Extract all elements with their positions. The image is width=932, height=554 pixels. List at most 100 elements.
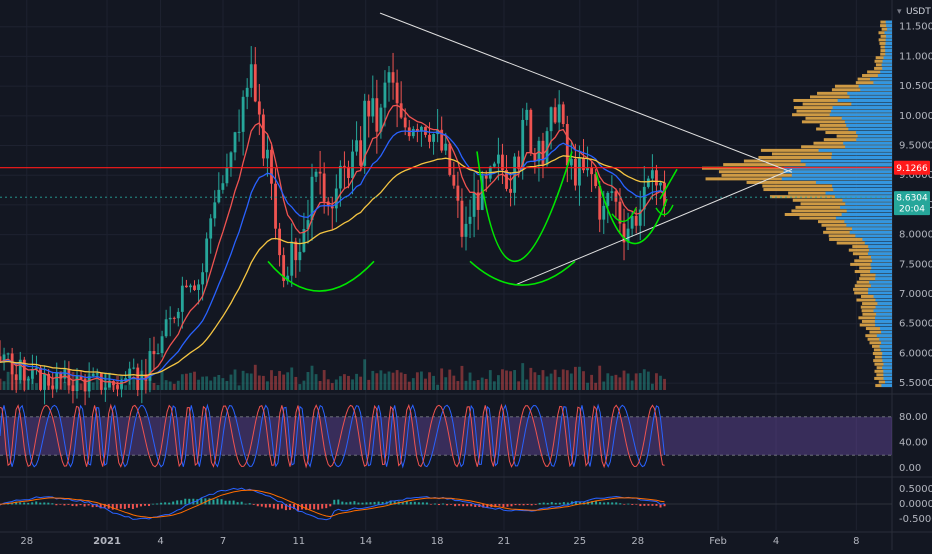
volume-profile-bar [860, 88, 892, 92]
macd-histogram-bar [373, 501, 376, 505]
candle-body [10, 353, 14, 375]
currency-dropdown-icon[interactable]: ▾ [897, 7, 902, 17]
candle-body [598, 186, 602, 220]
pattern-arc [655, 204, 674, 216]
volume-bar [286, 372, 290, 390]
volume-bar [420, 371, 423, 390]
pattern-arc [611, 207, 637, 223]
volume-profile-bar [791, 173, 892, 177]
candle-body [2, 354, 6, 363]
candle-body [310, 176, 314, 221]
volume-bar [659, 375, 662, 390]
candle-body [261, 114, 265, 159]
stoch-rsi-pane [0, 403, 892, 469]
volume-profile-bar [829, 113, 892, 117]
macd-histogram-bar [240, 501, 243, 505]
candle-body [399, 103, 403, 118]
candle-body [103, 387, 107, 390]
candle-body [257, 101, 261, 115]
price-tick-label: 9.5000 [899, 141, 932, 152]
candle-body [655, 170, 658, 186]
candle-body [282, 255, 286, 281]
pattern-arc [595, 172, 668, 245]
price-tick-label: 7.5000 [899, 259, 932, 270]
candle-body [582, 158, 585, 171]
volume-bar [306, 372, 310, 390]
volume-bar [436, 384, 440, 390]
volume-profile-bar [874, 362, 892, 366]
volume-bar [529, 367, 533, 390]
macd-histogram-bar [603, 502, 606, 505]
macd-histogram-bar [236, 502, 239, 505]
candle-body [363, 100, 367, 166]
macd-histogram-bar [607, 502, 610, 505]
volume-bar [314, 374, 318, 390]
candle-body [184, 285, 188, 288]
volume-profile-bar [844, 120, 892, 124]
macd-histogram-bar [502, 504, 505, 508]
macd-histogram-bar [482, 504, 485, 508]
candle-body [233, 132, 237, 153]
candle-body [59, 373, 63, 379]
volume-bar [278, 371, 282, 390]
candle-body [476, 192, 480, 210]
volume-profile-bar [855, 234, 892, 238]
volume-profile-bar [837, 98, 892, 102]
volume-profile-bar [834, 195, 892, 199]
macd-histogram-bar [127, 504, 130, 508]
macd-histogram-bar [333, 499, 336, 505]
volume-profile-bar [882, 351, 892, 355]
volume-bar [464, 380, 468, 390]
candle-body [87, 376, 91, 392]
macd-histogram-bar [578, 501, 581, 505]
candle-body [22, 359, 26, 381]
macd-histogram-bar [196, 499, 199, 505]
macd-histogram-bar [156, 503, 159, 505]
macd-histogram-bar [530, 504, 533, 506]
volume-bar [663, 378, 666, 390]
volume-profile-bar [867, 70, 892, 74]
macd-histogram-bar [433, 503, 436, 505]
drawings-layer [0, 12, 892, 292]
volume-bar [606, 373, 610, 390]
volume-profile-bar [867, 252, 892, 256]
volume-bar [302, 380, 306, 390]
volume-bar [472, 380, 476, 390]
candle-body [172, 317, 176, 319]
candle-body [0, 356, 2, 363]
volume-profile-bar [832, 106, 892, 110]
stoch-tick-label: 80.00 [899, 412, 928, 423]
volume-bar [533, 372, 537, 390]
candle-body [334, 188, 338, 209]
volume-profile-bar [800, 159, 892, 163]
candle-body [505, 170, 508, 189]
volume-profile-bar [849, 95, 892, 99]
macd-histogram-bar [252, 504, 255, 505]
candle-body [521, 119, 525, 169]
macd-histogram-bar [244, 503, 247, 505]
volume-profile-bar [880, 327, 892, 331]
candle-body [440, 129, 444, 151]
volume-profile-bar [849, 230, 892, 234]
volume-profile-bar [831, 152, 892, 156]
volume-profile-bar [885, 49, 892, 53]
candle-body [160, 336, 164, 354]
volume-profile-bar [781, 177, 892, 181]
volume-profile-bar [868, 291, 892, 295]
candle-body [545, 131, 549, 165]
candle-body [590, 167, 594, 175]
candle-body [517, 156, 521, 169]
macd-histogram-bar [27, 502, 30, 505]
candle-body [330, 206, 334, 209]
candle-body [35, 367, 38, 369]
candle-body [318, 171, 322, 174]
macd-histogram-bar [135, 504, 138, 508]
macd-histogram-bar [15, 501, 18, 505]
volume-bar [184, 373, 188, 390]
volume-profile-bar [877, 302, 892, 306]
macd-histogram-bar [413, 501, 416, 505]
macd-histogram-bar [466, 504, 469, 507]
